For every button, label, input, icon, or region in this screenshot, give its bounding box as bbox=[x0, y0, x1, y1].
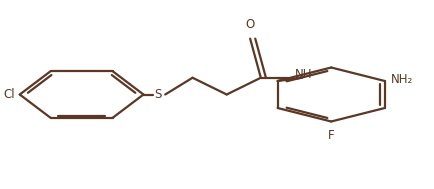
Text: F: F bbox=[327, 129, 334, 142]
Text: S: S bbox=[155, 88, 162, 101]
Text: Cl: Cl bbox=[3, 88, 15, 101]
Text: NH₂: NH₂ bbox=[390, 73, 412, 86]
Text: O: O bbox=[245, 18, 254, 31]
Text: NH: NH bbox=[294, 67, 312, 81]
